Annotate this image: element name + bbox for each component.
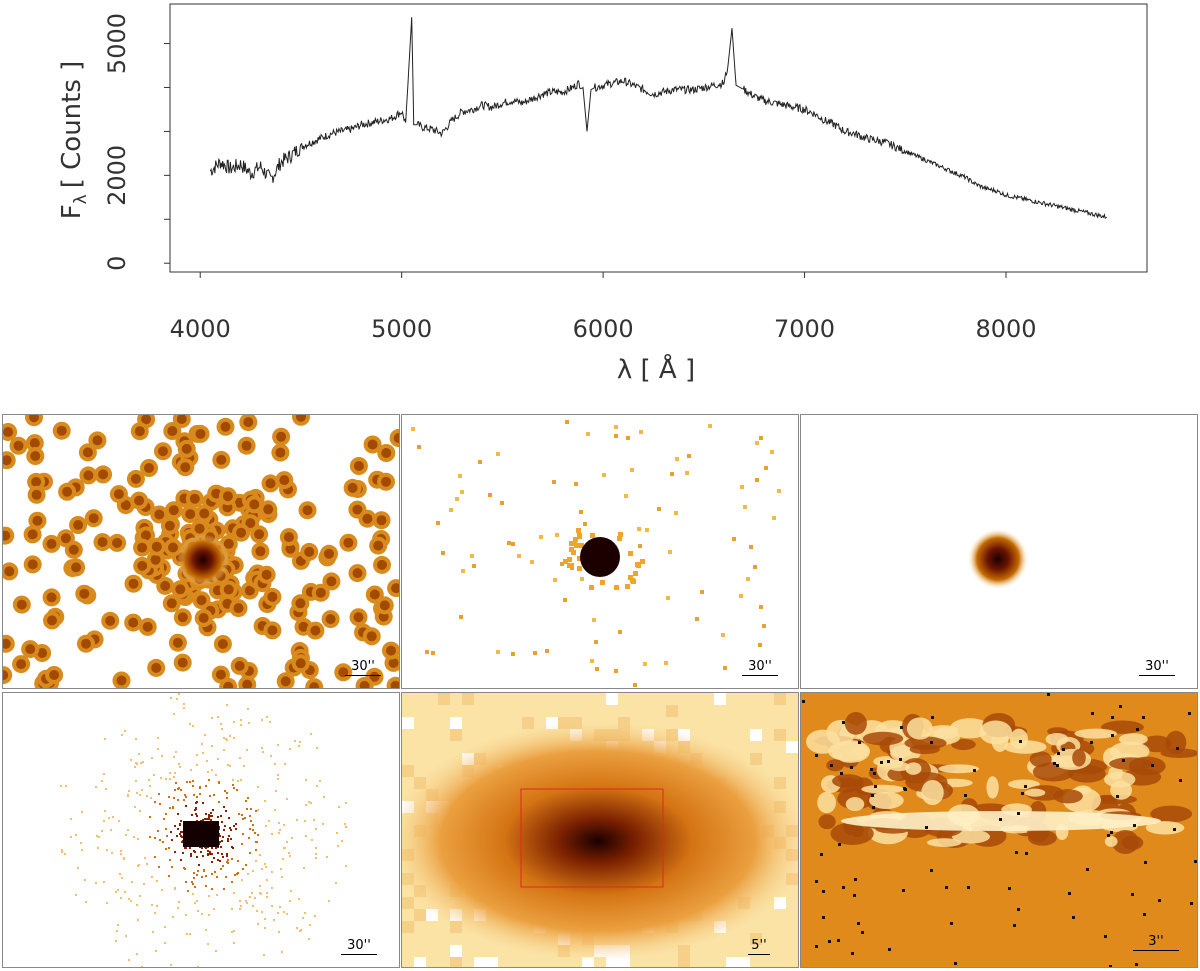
aperture-box — [520, 788, 664, 888]
panel-1-image — [3, 415, 399, 688]
scale-label: 30'' — [351, 659, 375, 674]
image-panel-4: 30'' — [2, 692, 400, 968]
y-tick-label: 0 — [103, 256, 131, 271]
scale-label: 3'' — [1148, 934, 1164, 949]
scale-bar: 30'' — [345, 660, 381, 676]
spectrum-chart: 4000 5000 6000 7000 8000 0 2000 5000 λ [ Å ] F… — [57, 3, 1148, 385]
scale-bar: 30'' — [1139, 660, 1175, 676]
image-panel-5: 5'' — [401, 692, 799, 968]
scale-bar: 5'' — [748, 939, 770, 955]
x-tick-label: 5000 — [371, 315, 432, 343]
scale-label: 5'' — [751, 938, 767, 953]
y-tick-label: 5000 — [103, 13, 131, 74]
panel-3-image — [968, 529, 1028, 589]
spectrum-series-line — [209, 17, 1108, 219]
x-tick-label: 8000 — [975, 315, 1036, 343]
x-tick-label: 4000 — [170, 315, 231, 343]
image-panel-6: 3'' — [800, 692, 1198, 968]
scale-bar: 30'' — [742, 660, 778, 676]
panel-2-image — [411, 420, 781, 687]
x-tick-label: 7000 — [774, 315, 835, 343]
y-tick-label: 2000 — [103, 145, 131, 206]
panel-6-image — [801, 693, 1197, 967]
scale-label: 30'' — [347, 938, 371, 953]
y-axis-label: Fλ[ Counts ] — [57, 61, 91, 220]
scale-bar: 3'' — [1133, 935, 1179, 951]
y-axis-ticks: 0 2000 5000 — [103, 13, 170, 271]
x-tick-label: 6000 — [573, 315, 634, 343]
plot-frame — [169, 3, 1148, 273]
svg-text:Fλ[ Counts ]: Fλ[ Counts ] — [57, 61, 91, 220]
scale-label: 30'' — [1145, 659, 1169, 674]
x-axis-ticks: 4000 5000 6000 7000 8000 — [170, 272, 1037, 343]
panel-4-image — [60, 693, 347, 967]
image-panel-1: 30'' — [2, 414, 400, 689]
scale-label: 30'' — [748, 659, 772, 674]
image-panel-2: 30'' — [401, 414, 799, 689]
image-panel-3: 30'' — [800, 414, 1198, 689]
scale-bar: 30'' — [341, 939, 377, 955]
x-axis-label: λ [ Å ] — [617, 353, 695, 385]
panel-5-image — [402, 693, 798, 967]
